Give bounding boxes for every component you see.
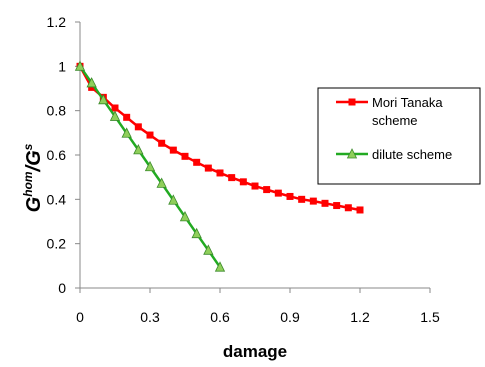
data-point xyxy=(214,261,226,272)
data-point xyxy=(88,83,96,91)
legend-item: dilute scheme xyxy=(336,147,452,162)
x-tick-label: 0 xyxy=(76,309,84,325)
data-point xyxy=(169,146,177,154)
data-point xyxy=(168,194,179,205)
legend-label: dilute scheme xyxy=(372,147,452,162)
legend-label: Mori Tanaka xyxy=(372,95,443,110)
legend-swatch-marker xyxy=(348,98,356,106)
data-point xyxy=(228,174,236,182)
data-point xyxy=(156,177,167,188)
x-tick-label: 1.2 xyxy=(350,309,370,325)
data-point xyxy=(121,127,132,138)
data-point xyxy=(263,186,271,194)
y-tick-label: 0.8 xyxy=(47,103,67,119)
data-point xyxy=(86,77,97,88)
x-tick-label: 0.3 xyxy=(140,309,160,325)
data-point xyxy=(181,152,189,160)
series-dilute xyxy=(74,60,226,272)
data-point xyxy=(193,158,201,166)
legend-label: scheme xyxy=(372,113,418,128)
y-tick-label: 0.4 xyxy=(47,191,67,207)
legend: Mori Tanaka scheme dilute scheme xyxy=(317,87,481,185)
data-point xyxy=(239,178,247,186)
data-point xyxy=(109,110,121,121)
legend-item: Mori Tanaka scheme xyxy=(336,95,443,128)
data-point xyxy=(144,160,156,172)
data-point xyxy=(203,244,214,255)
data-point xyxy=(74,60,86,71)
y-tick-labels: 0 0.2 0.4 0.6 0.8 1 1.2 xyxy=(47,14,67,296)
series-mori-tanaka xyxy=(76,62,364,214)
y-tick-label: 1.2 xyxy=(47,14,67,30)
x-tick-label: 1.5 xyxy=(420,309,440,325)
data-point xyxy=(179,210,191,222)
y-axis-label: Ghom/Gs xyxy=(21,143,45,212)
data-point xyxy=(333,202,341,210)
data-point xyxy=(98,93,109,105)
data-point xyxy=(158,139,166,147)
x-axis-label: damage xyxy=(223,342,287,361)
series-group xyxy=(74,60,364,272)
data-point xyxy=(191,227,202,239)
data-point xyxy=(321,199,329,207)
data-point xyxy=(216,169,224,177)
legend-items: Mori Tanaka scheme dilute scheme xyxy=(336,95,452,162)
data-point xyxy=(146,131,154,139)
y-tick-label: 0.6 xyxy=(47,147,67,163)
data-point xyxy=(204,164,212,172)
data-point xyxy=(133,144,144,155)
x-tick-label: 0.6 xyxy=(210,309,230,325)
y-tick-label: 0.2 xyxy=(47,236,67,252)
data-point xyxy=(356,206,364,214)
y-tick-label: 0 xyxy=(58,280,66,296)
data-point xyxy=(274,189,282,197)
data-point xyxy=(123,113,131,121)
data-point xyxy=(111,104,119,112)
data-point xyxy=(251,182,259,190)
data-point xyxy=(344,204,352,212)
x-tick-label: 0.9 xyxy=(280,309,300,325)
data-point xyxy=(298,195,306,203)
x-tick-labels: 0 0.3 0.6 0.9 1.2 1.5 xyxy=(76,309,440,325)
data-point xyxy=(309,197,317,205)
legend-swatch-marker xyxy=(346,148,358,159)
y-tick-label: 1 xyxy=(58,58,66,74)
data-point xyxy=(134,123,142,131)
data-point xyxy=(286,192,294,200)
legend-box xyxy=(317,87,481,185)
